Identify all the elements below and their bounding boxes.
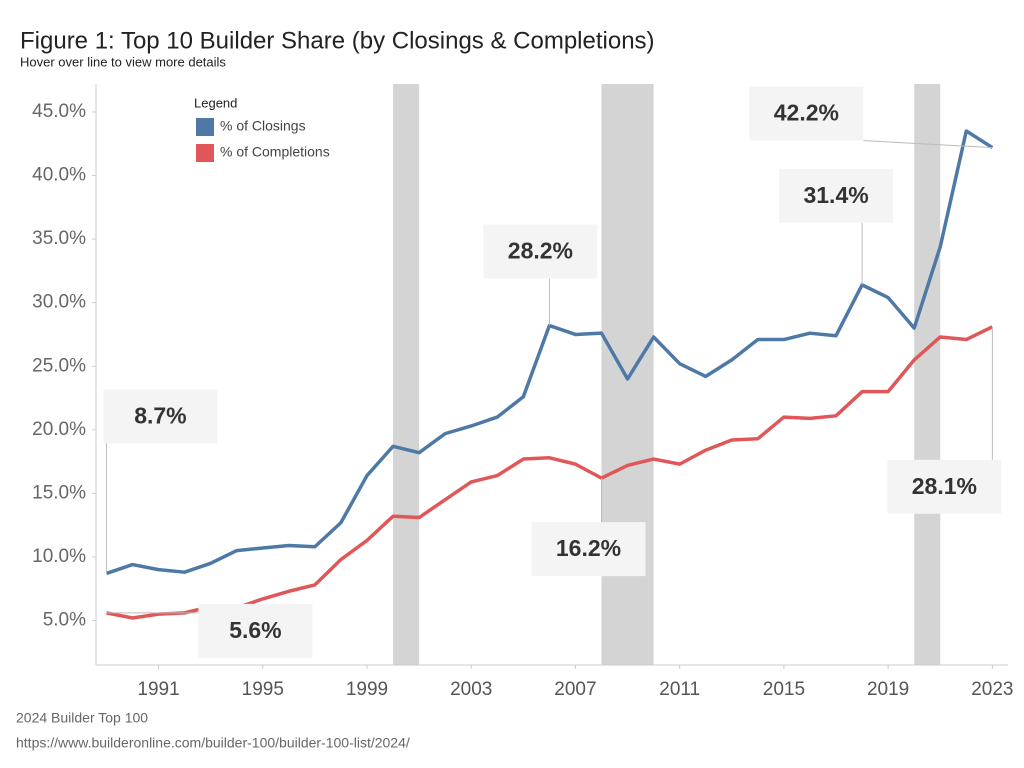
legend-title: Legend [194,95,237,110]
legend-label: % of Completions [220,144,330,160]
shaded-range [393,84,420,665]
data-label: 8.7% [134,403,186,429]
legend-swatch [196,144,214,162]
annotation: 16.2% [531,478,646,577]
y-tick-label: 10.0% [32,546,86,567]
y-tick-label: 25.0% [32,355,86,376]
y-tick-label: 40.0% [32,165,86,186]
x-tick-label: 2019 [867,679,909,700]
y-tick-label: 45.0% [32,101,86,122]
y-tick-label: 30.0% [32,292,86,313]
legend-swatch [196,118,214,136]
x-tick-label: 2015 [763,679,805,700]
x-tick-label: 1991 [137,679,179,700]
x-tick-label: 2011 [659,679,700,700]
annotation: 28.1% [887,326,1002,514]
annotation: 28.2% [483,224,598,326]
annotation-box [779,168,894,223]
annotation-box [483,224,598,279]
x-tick-label: 2003 [450,679,492,700]
annotation-box [103,389,218,444]
y-tick-label: 35.0% [32,228,86,249]
x-tick-label: 2023 [971,679,1013,700]
series-line [105,129,994,576]
source: https://www.builderonline.com/builder-10… [16,735,410,751]
data-label: 42.2% [774,100,839,126]
annotation-box [749,86,864,141]
annotation: 5.6% [106,603,313,658]
data-label: 16.2% [556,535,621,561]
data-label: 28.2% [508,238,573,264]
annotation-box [887,459,1002,514]
x-tick-label: 2007 [554,679,596,700]
data-label: 31.4% [803,182,868,208]
annotation: 42.2% [749,86,993,149]
annotation-box [198,603,313,658]
source: 2024 Builder Top 100 [16,710,148,726]
shaded-range [914,84,941,665]
chart-subtitle: Hover over line to view more details [20,54,226,69]
data-label: 5.6% [229,617,281,643]
y-tick-label: 5.0% [43,610,86,631]
annotation-box [531,522,646,577]
y-tick-label: 15.0% [32,482,86,503]
x-tick-label: 1995 [242,679,284,700]
shaded-range [601,84,654,665]
annotation: 8.7% [103,389,218,574]
annotation-connector [863,140,993,149]
y-tick-label: 20.0% [32,419,86,440]
x-tick-label: 1999 [346,679,388,700]
chart-title: Figure 1: Top 10 Builder Share (by Closi… [20,27,655,54]
legend-label: % of Closings [220,118,306,134]
data-label: 28.1% [912,473,977,499]
annotation: 31.4% [779,168,894,285]
series-line [106,325,994,620]
